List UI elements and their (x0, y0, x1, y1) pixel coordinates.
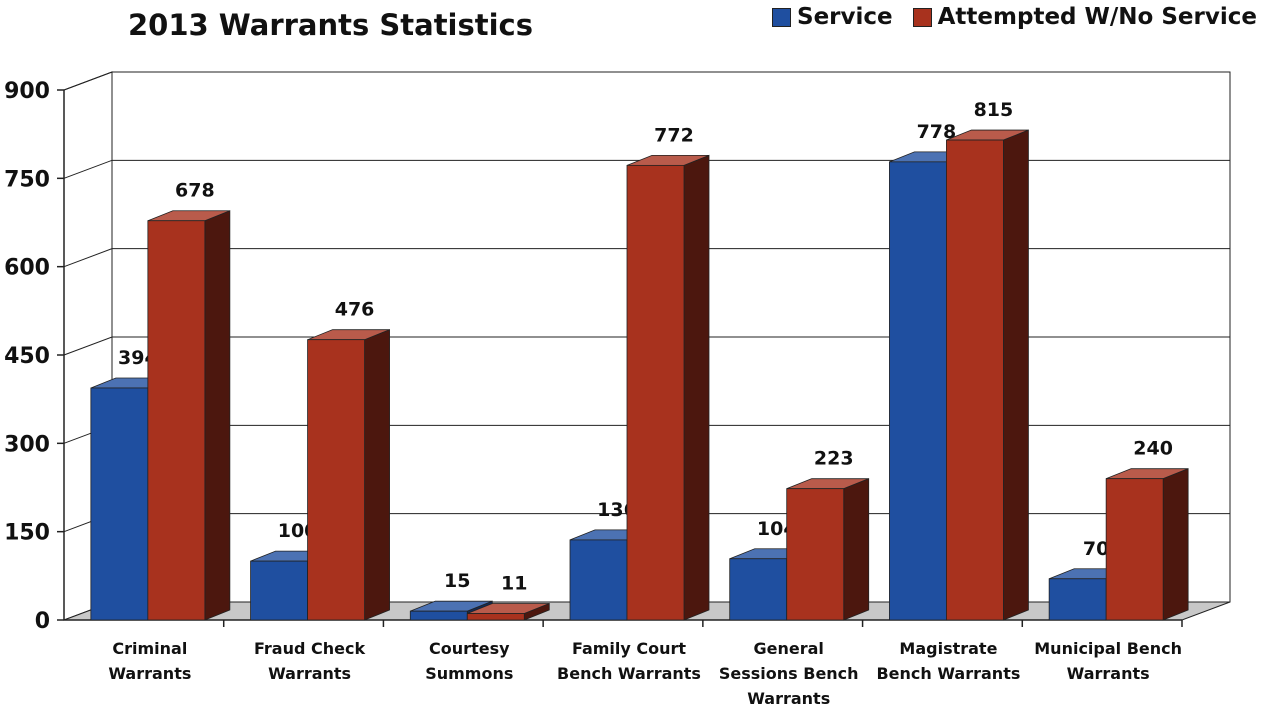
bar-attempted (1105, 478, 1164, 621)
x-tick-label: Family Court Bench Warrants (557, 639, 701, 683)
gridline (63, 71, 1230, 91)
y-tick-label: 0 (35, 609, 50, 634)
x-tick-label-line: Fraud Check (254, 639, 365, 658)
chart-title: 2013 Warrants Statistics (128, 8, 534, 42)
legend-item-service: Service (772, 4, 893, 30)
x-tick-label-line: Bench Warrants (876, 664, 1020, 683)
x-tick-label-line: Magistrate (899, 639, 997, 658)
bar-attempted (147, 220, 206, 621)
data-label: 11 (501, 573, 527, 595)
data-label: 240 (1133, 438, 1173, 460)
x-tick-label: Fraud Check Warrants (254, 639, 365, 683)
bar-service (90, 387, 149, 621)
y-tick-label: 300 (4, 432, 50, 457)
legend-swatch-service (772, 7, 791, 27)
data-label: 476 (335, 299, 375, 321)
bar-attempted (626, 164, 685, 621)
y-tick-label: 150 (4, 521, 50, 546)
x-tick-label: Municipal Bench Warrants (1034, 639, 1182, 683)
gridline (63, 248, 1230, 268)
bar-attempted (946, 139, 1004, 621)
legend-item-attempted: Attempted W/No Service (912, 4, 1257, 30)
x-tick-label-line: Warrants (108, 664, 191, 683)
bar-side (683, 154, 710, 621)
x-tick-label-line: Bench Warrants (557, 664, 701, 683)
bar-service (1048, 578, 1107, 621)
x-tick-label: Courtesy Summons (425, 639, 513, 683)
x-tick-label-line: Summons (425, 664, 513, 683)
chart-legend: Service Attempted W/No Service (772, 4, 1257, 30)
x-tick-label-line: Sessions Bench (719, 664, 859, 683)
x-tick-label-line: Family Court (572, 639, 686, 658)
bar-side (204, 210, 231, 621)
x-tick-label-line: Warrants (747, 689, 830, 708)
x-tick-label-line: General (754, 639, 824, 658)
y-tick-label: 600 (4, 256, 50, 281)
bar-service (729, 558, 788, 621)
data-label: 678 (175, 180, 215, 202)
data-label: 772 (654, 124, 694, 146)
bar-side (364, 329, 390, 621)
bar-group: 15 11 (409, 570, 550, 621)
legend-label-service: Service (797, 4, 893, 30)
data-label: 15 (444, 570, 470, 592)
y-tick-label: 750 (4, 167, 50, 192)
bar-service (889, 161, 947, 621)
gridline (63, 159, 1230, 179)
y-tick-label: 900 (4, 79, 50, 104)
x-tick-label: Criminal Warrants (108, 639, 191, 683)
data-label: 70 (1083, 538, 1109, 560)
bar-group: 70 240 (1048, 438, 1189, 621)
bar-attempted (307, 339, 365, 621)
bar-attempted (786, 488, 845, 621)
x-tick-label-line: Warrants (1067, 664, 1150, 683)
bar-side (1162, 468, 1189, 621)
bar-service (569, 539, 628, 621)
x-tick-label: General Sessions Bench Warrants (719, 639, 859, 708)
bar-attempted (466, 613, 525, 621)
x-tick-label-line: Criminal (112, 639, 187, 658)
y-tick-label: 450 (4, 344, 50, 369)
data-label: 815 (974, 99, 1014, 121)
bar-group: 778 815 (889, 99, 1029, 621)
data-label: 778 (917, 121, 957, 143)
legend-label-attempted: Attempted W/No Service (937, 4, 1257, 30)
legend-swatch-attempted (912, 7, 932, 27)
data-label: 223 (814, 448, 854, 470)
x-tick-label-line: Courtesy (429, 639, 510, 658)
x-tick-label: Magistrate Bench Warrants (876, 639, 1020, 683)
bar-side (1003, 129, 1029, 621)
x-tick-label-line: Municipal Bench (1034, 639, 1182, 658)
x-tick-label-line: Warrants (268, 664, 351, 683)
bar-service (250, 560, 308, 621)
bar-service (409, 610, 468, 621)
bar-side (843, 478, 870, 621)
gridline (63, 336, 1230, 356)
